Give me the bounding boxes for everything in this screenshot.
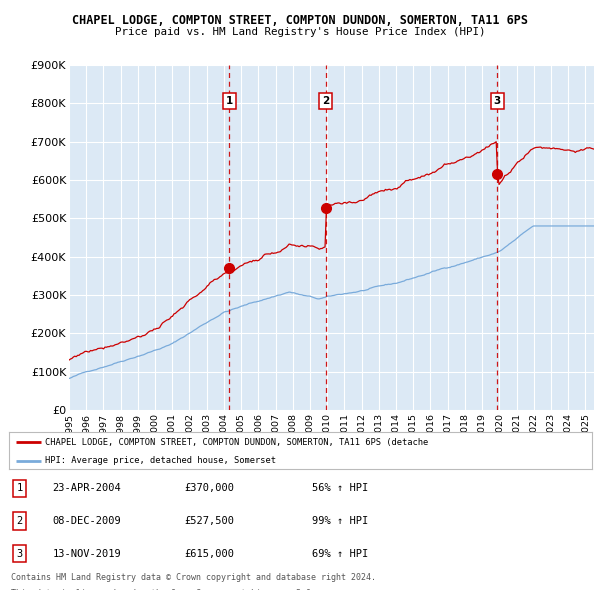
Text: HPI: Average price, detached house, Somerset: HPI: Average price, detached house, Some… — [45, 456, 276, 465]
Text: £527,500: £527,500 — [184, 516, 234, 526]
Text: 1: 1 — [16, 483, 23, 493]
Text: 99% ↑ HPI: 99% ↑ HPI — [312, 516, 368, 526]
Text: 23-APR-2004: 23-APR-2004 — [53, 483, 121, 493]
Text: 2: 2 — [16, 516, 23, 526]
Text: 2: 2 — [322, 96, 329, 106]
Text: 1: 1 — [226, 96, 233, 106]
Text: 69% ↑ HPI: 69% ↑ HPI — [312, 549, 368, 559]
Text: This data is licensed under the Open Government Licence v3.0.: This data is licensed under the Open Gov… — [11, 589, 316, 590]
Text: 08-DEC-2009: 08-DEC-2009 — [53, 516, 121, 526]
Text: 3: 3 — [16, 549, 23, 559]
Text: 56% ↑ HPI: 56% ↑ HPI — [312, 483, 368, 493]
Text: 13-NOV-2019: 13-NOV-2019 — [53, 549, 121, 559]
Text: Price paid vs. HM Land Registry's House Price Index (HPI): Price paid vs. HM Land Registry's House … — [115, 27, 485, 37]
Text: CHAPEL LODGE, COMPTON STREET, COMPTON DUNDON, SOMERTON, TA11 6PS: CHAPEL LODGE, COMPTON STREET, COMPTON DU… — [72, 14, 528, 27]
Text: £615,000: £615,000 — [184, 549, 234, 559]
Text: £370,000: £370,000 — [184, 483, 234, 493]
Text: 3: 3 — [493, 96, 501, 106]
Text: Contains HM Land Registry data © Crown copyright and database right 2024.: Contains HM Land Registry data © Crown c… — [11, 573, 376, 582]
Text: CHAPEL LODGE, COMPTON STREET, COMPTON DUNDON, SOMERTON, TA11 6PS (detache: CHAPEL LODGE, COMPTON STREET, COMPTON DU… — [45, 438, 428, 447]
